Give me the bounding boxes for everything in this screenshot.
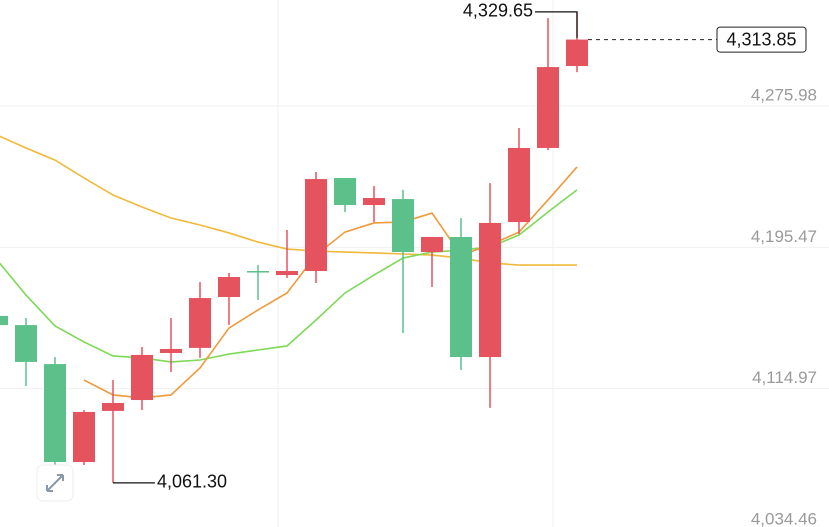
low-label: 4,061.30 [157, 472, 227, 492]
candle-body [73, 411, 95, 462]
high-pointer [535, 11, 578, 38]
candle-body [131, 354, 153, 401]
candle-body [247, 271, 269, 273]
y-tick-label: 4,195.47 [751, 227, 817, 246]
candle-body [44, 364, 66, 462]
y-tick-label: 4,275.98 [751, 86, 817, 105]
candle-body [479, 222, 501, 358]
y-tick-label: 4,114.97 [752, 368, 817, 387]
candle-body [305, 179, 327, 272]
candle-body [15, 325, 37, 362]
high-label: 4,329.65 [463, 1, 533, 21]
candle-body [218, 276, 240, 297]
candle-body [363, 197, 385, 206]
candle-body [392, 199, 414, 253]
candle-body [421, 236, 443, 253]
candle-body [508, 147, 530, 223]
candle-body [450, 236, 472, 358]
candle-body [189, 298, 211, 348]
ma-line [83, 166, 578, 399]
y-tick-label: 4,034.46 [751, 509, 817, 527]
candle-body [334, 177, 356, 206]
candle-body [102, 403, 124, 411]
last-price-label: 4,313.85 [726, 29, 796, 49]
candle-body [276, 271, 298, 276]
candle-body [566, 39, 588, 66]
candle-body [160, 348, 182, 353]
last-price-box [716, 26, 807, 53]
candle-body [0, 315, 8, 326]
candle-body [537, 67, 559, 148]
expand-button[interactable] [36, 464, 74, 502]
